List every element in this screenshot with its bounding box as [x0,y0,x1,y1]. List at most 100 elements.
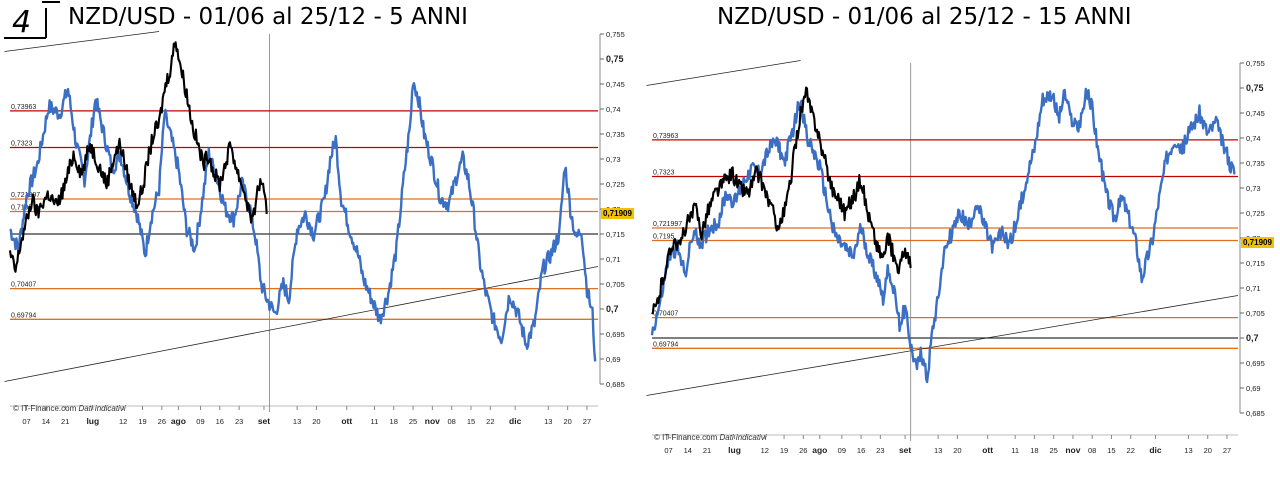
y-tick-label: 0,7 [1246,333,1259,343]
x-tick-label: nov [425,416,440,426]
level-label: 0,70407 [653,311,678,318]
x-tick-label: 21 [61,417,69,426]
trend-line [646,295,1239,396]
x-tick-label: 26 [158,417,166,426]
series-line-black [651,86,912,315]
y-tick-label: 0,695 [1246,359,1265,368]
credit-text: © IT-Finance.com Dati indicativi [13,404,126,413]
y-tick-label: 0,725 [606,180,625,189]
x-tick-label: 15 [467,417,475,426]
credit-text: © IT-Finance.com Dati indicativi [654,433,767,442]
y-tick-label: 0,705 [606,280,625,289]
trend-line [4,31,160,52]
chart-panel-15-years: NZD/USD - 01/06 al 25/12 - 15 ANNI 0,755… [640,0,1280,479]
x-tick-label: 25 [1049,446,1057,455]
x-tick-label: 18 [390,417,398,426]
y-tick-label: 0,685 [1246,409,1265,418]
x-tick-label: 12 [119,417,127,426]
x-tick-label: ott [982,445,993,455]
level-label: 0,7323 [11,141,33,148]
current-value-badge: 0,71909 [1241,236,1274,248]
y-tick-label: 0,705 [1246,309,1265,318]
x-tick-label: set [899,445,911,455]
series-line-black [8,41,268,273]
x-tick-label: lug [728,445,741,455]
y-tick-label: 0,74 [606,105,621,114]
chart-title: NZD/USD - 01/06 al 25/12 - 15 ANNI [717,4,1132,30]
x-tick-label: 09 [838,446,846,455]
x-tick-label: ago [171,416,186,426]
x-tick-label: 13 [544,417,552,426]
level-label: 0,721997 [653,221,682,228]
current-value-badge: 0,71909 [601,207,634,219]
x-tick-label: 07 [664,446,672,455]
level-label: 0,69794 [653,341,678,348]
y-tick-label: 0,715 [1246,259,1265,268]
y-tick-label: 0,735 [1246,159,1265,168]
x-tick-label: 11 [370,417,378,426]
x-tick-label: 14 [42,417,50,426]
x-tick-label: 11 [1011,446,1019,455]
x-tick-label: 18 [1030,446,1038,455]
y-tick-label: 0,745 [606,80,625,89]
level-label: 0,7323 [653,170,675,177]
trend-line [646,60,801,86]
x-tick-label: 27 [583,417,591,426]
x-tick-label: 13 [934,446,942,455]
x-tick-label: 20 [563,417,571,426]
x-tick-label: 27 [1223,446,1231,455]
x-tick-label: 19 [138,417,146,426]
x-tick-label: dic [1149,445,1162,455]
x-tick-label: 25 [409,417,417,426]
y-tick-label: 0,75 [1246,83,1264,93]
x-tick-label: 16 [216,417,224,426]
y-tick-label: 0,75 [606,54,624,64]
x-tick-label: set [258,416,270,426]
chart-panel-5-years: 4 NZD/USD - 01/06 al 25/12 - 5 ANNI 0,75… [4,1,634,426]
x-tick-label: 26 [799,446,807,455]
y-tick-label: 0,69 [606,355,621,364]
y-tick-label: 0,71 [1246,284,1261,293]
x-tick-label: 13 [293,417,301,426]
x-tick-label: 08 [448,417,456,426]
x-tick-label: 12 [761,446,769,455]
x-tick-label: 08 [1088,446,1096,455]
chart-title: NZD/USD - 01/06 al 25/12 - 5 ANNI [68,4,468,30]
level-label: 0,70407 [11,282,36,289]
y-tick-label: 0,695 [606,330,625,339]
series-line-blue [9,82,597,362]
y-tick-label: 0,71 [606,255,621,264]
x-tick-label: ott [341,416,352,426]
x-tick-label: 09 [196,417,204,426]
x-tick-label: 23 [235,417,243,426]
price-chart: 0,7550,750,7450,740,7350,730,7250,720,71… [4,30,625,426]
x-tick-label: 14 [684,446,692,455]
x-tick-label: 13 [1184,446,1192,455]
y-tick-label: 0,73 [1246,184,1261,193]
y-tick-label: 0,735 [606,130,625,139]
x-tick-label: nov [1065,445,1080,455]
y-tick-label: 0,745 [1246,109,1265,118]
x-tick-label: 23 [876,446,884,455]
x-tick-label: dic [509,416,522,426]
y-tick-label: 0,74 [1246,134,1261,143]
level-label: 0,73963 [653,133,678,140]
x-tick-label: 07 [22,417,30,426]
x-tick-label: ago [812,445,827,455]
x-tick-label: lug [86,416,99,426]
corner-mark-icon: 4 [4,1,60,40]
y-tick-label: 0,755 [1246,59,1265,68]
x-tick-label: 20 [1204,446,1212,455]
y-tick-label: 0,755 [606,30,625,39]
series-line-blue [650,87,1236,384]
trend-line [4,266,599,382]
x-tick-label: 22 [486,417,494,426]
y-tick-label: 0,73 [606,155,621,164]
level-label: 0,73963 [11,104,36,111]
y-tick-label: 0,69 [1246,384,1261,393]
level-label: 0,69794 [11,312,36,319]
x-tick-label: 20 [953,446,961,455]
y-tick-label: 0,7 [606,304,619,314]
x-tick-label: 19 [780,446,788,455]
corner-label: 4 [12,5,31,40]
